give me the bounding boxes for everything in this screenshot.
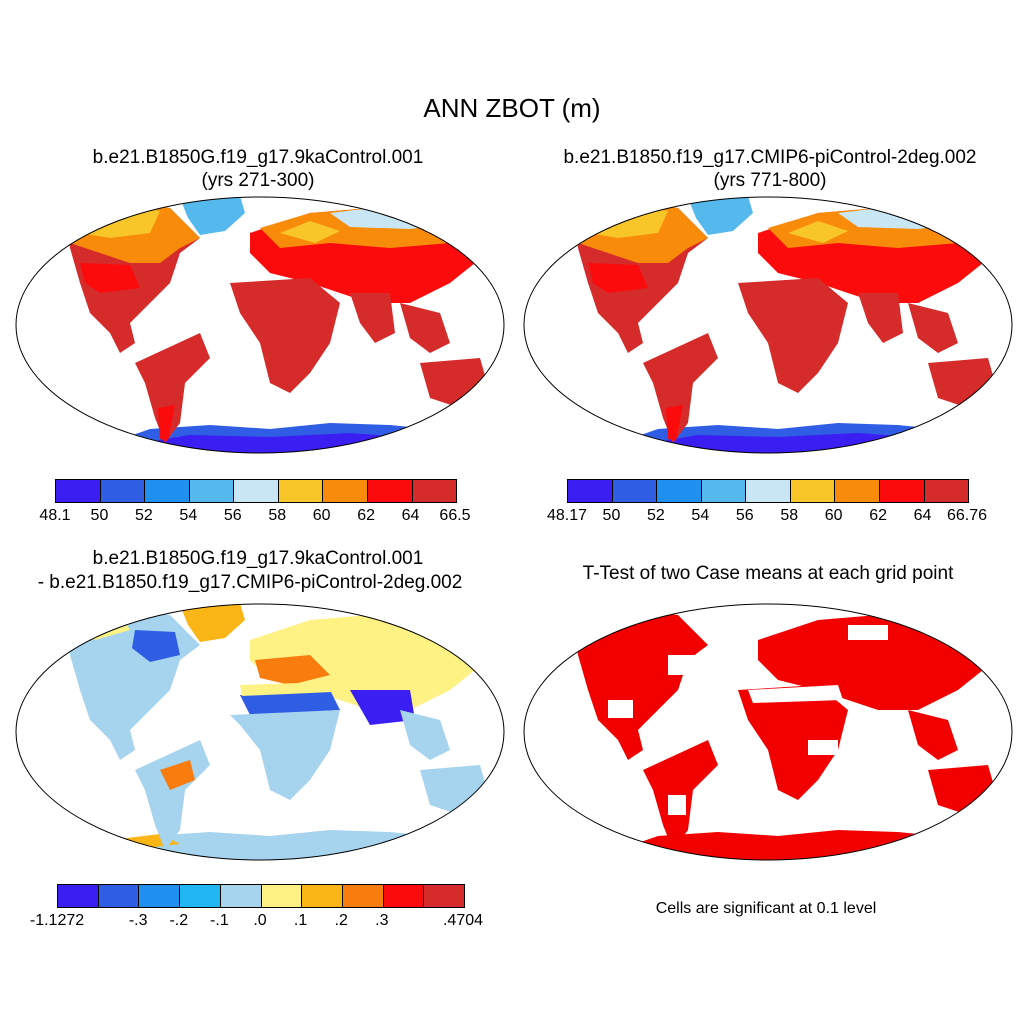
- diff-colorbar-tick: -.2: [169, 912, 189, 929]
- case1-colorbar-tick: 50: [90, 507, 109, 524]
- case1-colorbar-tick: 64: [401, 507, 420, 524]
- case2-colorbar-tick: 64: [913, 507, 932, 524]
- case2-colorbar-swatch: [924, 480, 969, 502]
- diff-colorbar-tick: -.1: [210, 912, 229, 929]
- case1-colorbar-swatch: [323, 480, 368, 502]
- case1-colorbar-swatch: [367, 480, 413, 502]
- case2-colorbar-swatch: [790, 480, 836, 502]
- diff-colorbar-tick: .4704: [442, 912, 484, 929]
- diff-colorbar-swatch: [424, 885, 465, 907]
- diff-title-line1: b.e21.B1850G.f19_g17.9kaControl.001: [92, 548, 424, 569]
- diff-colorbar-swatch: [342, 885, 384, 907]
- diff-colorbar-swatch: [139, 885, 181, 907]
- diff-colorbar: [57, 884, 465, 908]
- case2-colorbar-swatch: [701, 480, 747, 502]
- case2-colorbar-tick: 66.76: [946, 507, 988, 524]
- case2-colorbar-tick: 50: [602, 507, 621, 524]
- case2-colorbar-tick: 54: [691, 507, 710, 524]
- case1-colorbar-swatch: [189, 480, 235, 502]
- diff-colorbar-swatch: [383, 885, 425, 907]
- case1-colorbar-tick: 66.5: [439, 507, 471, 524]
- case2-colorbar-tick: 56: [735, 507, 754, 524]
- case2-colorbar-swatch: [568, 480, 613, 502]
- diff-colorbar-tick: .3: [375, 912, 389, 929]
- figure-title: ANN ZBOT (m): [423, 93, 601, 123]
- case2-colorbar-ticks: 48.17 50 52 54 56 58 60 62 64 66.76: [547, 507, 987, 527]
- ttest-title: T-Test of two Case means at each grid po…: [582, 563, 954, 584]
- diff-colorbar-swatch: [302, 885, 343, 907]
- diff-colorbar-swatch: [220, 885, 262, 907]
- case1-years: (yrs 271-300): [201, 170, 315, 191]
- case2-colorbar-tick: 48.17: [546, 507, 588, 524]
- case1-colorbar-swatch: [412, 480, 457, 502]
- case2-colorbar-swatch: [879, 480, 925, 502]
- case2-years: (yrs 771-800): [713, 170, 827, 191]
- case1-colorbar-tick: 52: [134, 507, 153, 524]
- case1-colorbar-swatch: [278, 480, 324, 502]
- case1-colorbar-swatch: [56, 480, 101, 502]
- case2-colorbar-swatch: [835, 480, 880, 502]
- case1-colorbar-swatch: [234, 480, 279, 502]
- diff-colorbar-tick: .1: [293, 912, 308, 929]
- diff-colorbar-ticks: -1.1272 -.3 -.2 -.1 .0 .1 .2 .3 .4704: [30, 912, 483, 932]
- case2-colorbar: [567, 479, 969, 503]
- case2-colorbar-tick: 60: [824, 507, 843, 524]
- case1-title: b.e21.B1850G.f19_g17.9kaControl.001: [92, 147, 424, 168]
- case1-colorbar-tick: 58: [268, 507, 287, 524]
- case2-colorbar-swatch: [612, 480, 658, 502]
- diff-colorbar-tick: .2: [334, 912, 348, 929]
- case1-colorbar-tick: 54: [179, 507, 198, 524]
- diff-colorbar-tick: -1.1272: [29, 912, 85, 929]
- ttest-map: [523, 603, 1013, 861]
- diff-title-line2: - b.e21.B1850.f19_g17.CMIP6-piControl-2d…: [37, 572, 463, 593]
- case1-colorbar-swatch: [145, 480, 190, 502]
- difference-map: [15, 603, 505, 861]
- case2-colorbar-tick: 52: [646, 507, 665, 524]
- case1-map: [15, 196, 505, 454]
- significance-note: Cells are significant at 0.1 level: [655, 900, 877, 917]
- diff-colorbar-tick: .0: [253, 912, 267, 929]
- diff-colorbar-tick: -.3: [128, 912, 148, 929]
- diff-colorbar-swatch: [98, 885, 140, 907]
- case1-colorbar-tick: 56: [223, 507, 242, 524]
- case2-colorbar-tick: 62: [869, 507, 888, 524]
- case2-colorbar-tick: 58: [780, 507, 799, 524]
- case1-colorbar-ticks: 48.1 50 52 54 56 58 60 62 64 66.5: [39, 507, 470, 527]
- case1-colorbar-swatch: [100, 480, 146, 502]
- case2-title: b.e21.B1850.f19_g17.CMIP6-piControl-2deg…: [563, 147, 977, 168]
- case2-colorbar-swatch: [657, 480, 702, 502]
- diff-colorbar-swatch: [58, 885, 99, 907]
- case1-colorbar: [55, 479, 457, 503]
- case1-colorbar-tick: 60: [312, 507, 331, 524]
- diff-colorbar-swatch: [261, 885, 303, 907]
- case2-map: [523, 196, 1013, 454]
- case1-colorbar-tick: 48.1: [39, 507, 71, 524]
- case2-colorbar-swatch: [746, 480, 791, 502]
- diff-colorbar-swatch: [180, 885, 221, 907]
- case1-colorbar-tick: 62: [357, 507, 376, 524]
